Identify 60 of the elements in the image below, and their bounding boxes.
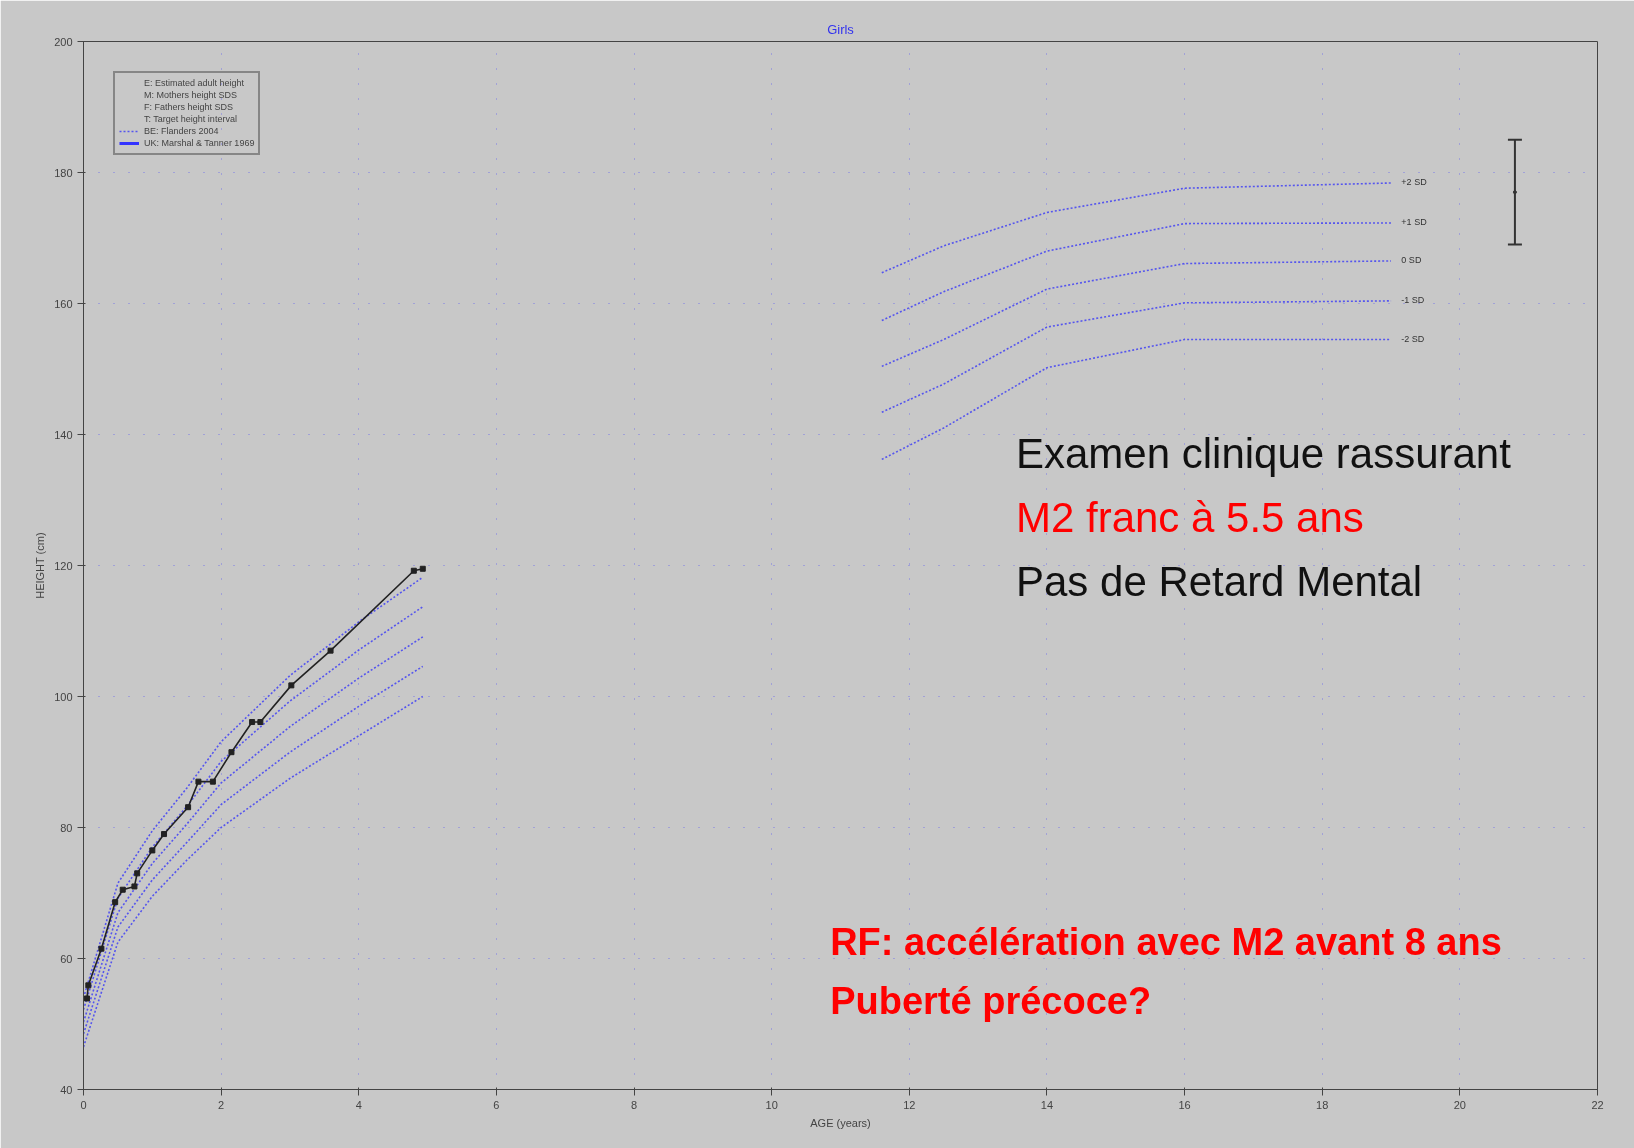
y-tick-label: 40 bbox=[60, 1083, 73, 1096]
y-axis-title: HEIGHT (cm) bbox=[34, 532, 47, 599]
series-label: 0 SD bbox=[1401, 254, 1422, 265]
y-tick-label: 140 bbox=[54, 428, 73, 441]
point bbox=[419, 565, 426, 572]
point bbox=[119, 886, 126, 893]
x-tick-label: 16 bbox=[1178, 1098, 1191, 1111]
point bbox=[185, 804, 192, 811]
point bbox=[112, 899, 119, 906]
point bbox=[410, 567, 417, 574]
chart-title: Girls bbox=[827, 21, 855, 37]
series-label: -1 SD bbox=[1401, 294, 1425, 305]
point bbox=[228, 749, 235, 756]
annotation: Puberté précoce? bbox=[830, 979, 1152, 1022]
x-tick-label: 12 bbox=[903, 1098, 916, 1111]
x-tick-label: 20 bbox=[1453, 1098, 1466, 1111]
x-tick-label: 2 bbox=[218, 1098, 225, 1111]
annotation: E: Estimated adult height bbox=[144, 78, 245, 88]
point bbox=[134, 870, 141, 877]
point bbox=[209, 778, 216, 785]
annotation: Pas de Retard Mental bbox=[1015, 558, 1423, 606]
x-tick-label: 22 bbox=[1591, 1098, 1604, 1111]
series-label: +1 SD bbox=[1401, 216, 1428, 227]
point bbox=[131, 883, 138, 890]
point bbox=[85, 982, 92, 989]
point bbox=[149, 847, 156, 854]
x-tick-label: 18 bbox=[1316, 1098, 1329, 1111]
point bbox=[1512, 190, 1517, 195]
annotation: F: Fathers height SDS bbox=[144, 102, 234, 112]
annotation: RF: accélération avec M2 avant 8 ans bbox=[830, 920, 1502, 963]
point bbox=[327, 647, 334, 654]
annotation: Examen clinique rassurant bbox=[1015, 429, 1512, 477]
series-label: -2 SD bbox=[1401, 333, 1425, 344]
annotation: M2 franc à 5.5 ans bbox=[1015, 493, 1364, 541]
x-tick-label: 10 bbox=[765, 1098, 778, 1111]
series-label: +2 SD bbox=[1401, 176, 1428, 187]
point bbox=[98, 945, 105, 952]
x-axis-title: AGE (years) bbox=[810, 1116, 871, 1129]
annotation: UK: Marshal & Tanner 1969 bbox=[144, 138, 255, 148]
y-tick-label: 80 bbox=[60, 821, 73, 834]
x-tick-label: 14 bbox=[1040, 1098, 1054, 1111]
point bbox=[195, 778, 202, 785]
x-tick-label: 8 bbox=[630, 1098, 638, 1111]
x-tick-label: 6 bbox=[493, 1098, 500, 1111]
point bbox=[257, 719, 264, 726]
x-tick-label: 0 bbox=[80, 1098, 87, 1111]
y-tick-label: 180 bbox=[54, 166, 73, 179]
y-tick-label: 100 bbox=[54, 690, 73, 703]
y-tick-label: 200 bbox=[54, 35, 73, 48]
x-tick-label: 4 bbox=[355, 1098, 362, 1111]
point bbox=[288, 682, 295, 689]
annotation: T: Target height interval bbox=[144, 114, 237, 124]
y-tick-label: 160 bbox=[54, 297, 73, 310]
annotation: M: Mothers height SDS bbox=[144, 90, 238, 100]
point bbox=[83, 995, 90, 1002]
point bbox=[161, 831, 168, 838]
y-tick-label: 120 bbox=[54, 559, 73, 572]
point bbox=[249, 719, 256, 726]
y-tick-label: 60 bbox=[60, 952, 73, 965]
annotation: BE: Flanders 2004 bbox=[144, 126, 219, 136]
